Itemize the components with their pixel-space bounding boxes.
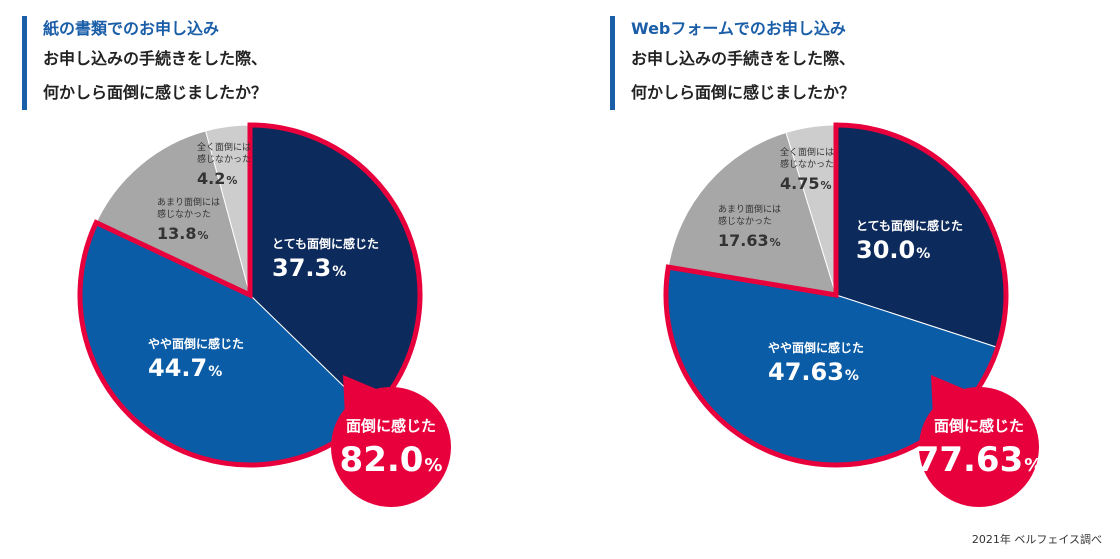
right-chart-panel: Webフォームでのお申し込み お申し込みの手続きをした際、 何かしら面倒に感じま… — [588, 0, 1120, 559]
left-value-somewhat-bothered: 44.7% — [148, 354, 222, 382]
left-label-somewhat-bothered: やや面倒に感じた — [148, 336, 244, 351]
right-label-not-very-bothered-line1: あまり面倒には — [718, 203, 781, 215]
right-callout-value: 77.63% — [916, 440, 1043, 480]
right-callout-label: 面倒に感じた — [934, 417, 1024, 435]
left-label-not-at-all-bothered-line2: 感じなかった — [197, 153, 251, 165]
right-label-very-bothered: とても面倒に感じた — [856, 218, 963, 233]
left-value-not-at-all-bothered: 4.2% — [197, 169, 237, 188]
right-question-line1: お申し込みの手続きをした際、 — [631, 49, 856, 68]
left-chart-title: 紙の書類でのお申し込み — [43, 19, 220, 38]
right-label-not-very-bothered-line2: 感じなかった — [718, 215, 772, 227]
right-value-not-at-all-bothered: 4.75% — [780, 174, 832, 193]
right-label-not-at-all-bothered-line1: 全く面倒には — [780, 146, 834, 158]
left-slice-not-very-bothered — [95, 130, 251, 296]
left-chart-header: 紙の書類でのお申し込み お申し込みの手続きをした際、 何かしら面倒に感じましたか… — [22, 16, 543, 110]
left-pie-chart: 面倒に感じた 82.0% とても面倒に感じた 37.3% やや面倒に感じた 44.7% あま… — [77, 122, 451, 507]
left-value-very-bothered: 37.3% — [272, 254, 346, 282]
left-label-not-very-bothered-line2: 感じなかった — [157, 208, 211, 220]
right-slice-not-very-bothered — [667, 131, 837, 296]
left-question-line1: お申し込みの手続きをした際、 — [43, 49, 268, 68]
right-value-not-very-bothered: 17.63% — [718, 231, 781, 250]
right-label-not-at-all-bothered-line2: 感じなかった — [780, 158, 834, 170]
right-value-somewhat-bothered: 47.63% — [768, 358, 859, 386]
right-question-line2: 何かしら面倒に感じましたか？ — [631, 83, 856, 102]
left-callout-label: 面倒に感じた — [346, 417, 436, 435]
left-question-line2: 何かしら面倒に感じましたか？ — [43, 83, 268, 102]
source-footer: 2021年 ベルフェイス調べ — [971, 533, 1102, 546]
left-label-not-very-bothered-line1: あまり面倒には — [157, 196, 220, 208]
left-callout-value: 82.0% — [340, 440, 443, 480]
right-chart-title: Webフォームでのお申し込み — [631, 19, 846, 38]
right-label-somewhat-bothered: やや面倒に感じた — [768, 340, 864, 355]
right-pie-chart: 面倒に感じた 77.63% とても面倒に感じた 30.0% やや面倒に感じた 47.63%… — [663, 122, 1043, 507]
left-label-very-bothered: とても面倒に感じた — [272, 236, 379, 251]
right-chart-header: Webフォームでのお申し込み お申し込みの手続きをした際、 何かしら面倒に感じま… — [610, 16, 1120, 110]
left-chart-panel: 紙の書類でのお申し込み お申し込みの手続きをした際、 何かしら面倒に感じましたか… — [22, 16, 543, 507]
right-callout-bubble — [919, 387, 1039, 507]
left-label-not-at-all-bothered-line1: 全く面倒には — [197, 141, 251, 153]
left-value-not-very-bothered: 13.8% — [157, 224, 209, 243]
right-value-very-bothered: 30.0% — [856, 236, 930, 264]
left-callout-bubble — [331, 387, 451, 507]
